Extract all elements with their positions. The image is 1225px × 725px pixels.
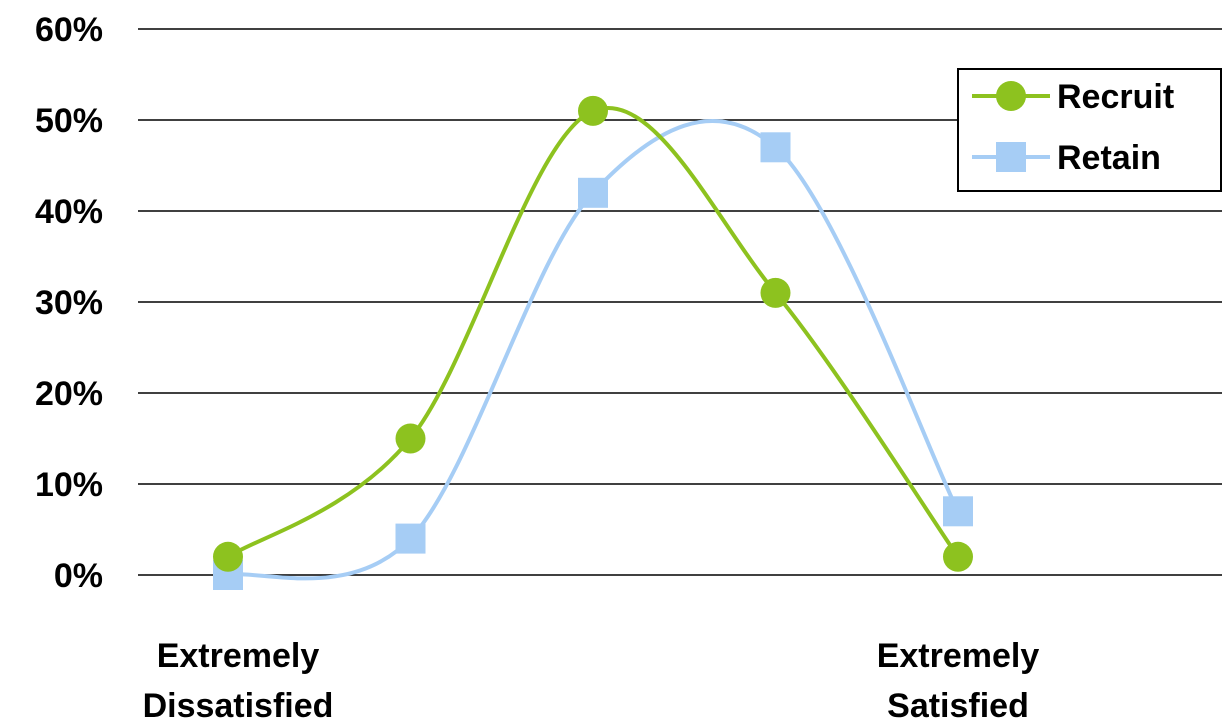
x-axis-label: Extremely	[157, 637, 320, 675]
legend-item-recruit: Recruit	[972, 78, 1174, 116]
y-tick-label: 60%	[35, 11, 103, 49]
series-recruit	[213, 95, 973, 572]
legend: Recruit Retain	[957, 68, 1222, 192]
y-tick-label: 50%	[35, 102, 103, 140]
data-point-marker	[578, 95, 608, 126]
data-point-marker	[395, 423, 426, 454]
data-point-marker	[943, 541, 973, 572]
y-tick-label: 10%	[35, 466, 103, 504]
legend-label: Retain	[1057, 139, 1161, 177]
legend-marker	[996, 142, 1026, 172]
data-point-marker	[760, 132, 791, 163]
data-point-marker	[760, 277, 791, 308]
legend-marker	[996, 81, 1026, 111]
legend-item-retain: Retain	[972, 139, 1161, 177]
y-tick-label: 20%	[35, 375, 103, 413]
gridlines	[138, 28, 1222, 576]
x-axis-label: Extremely	[877, 637, 1040, 675]
data-point-marker	[395, 523, 426, 554]
x-axis-labels: Extremely Dissatisfied Extremely Satisfied	[143, 637, 1040, 725]
series-layer	[213, 95, 973, 590]
y-tick-label: 0%	[54, 557, 103, 595]
y-tick-label: 40%	[35, 193, 103, 231]
y-axis-tick-labels: 0% 10% 20% 30% 40% 50% 60%	[35, 11, 103, 595]
x-axis-label: Satisfied	[887, 687, 1029, 725]
x-axis-label: Dissatisfied	[143, 687, 334, 725]
series-line	[226, 106, 960, 559]
legend-label: Recruit	[1057, 78, 1174, 116]
y-tick-label: 30%	[35, 284, 103, 322]
data-point-marker	[943, 496, 973, 527]
series-retain	[213, 119, 973, 590]
data-point-marker	[213, 541, 243, 572]
data-point-marker	[578, 177, 608, 208]
